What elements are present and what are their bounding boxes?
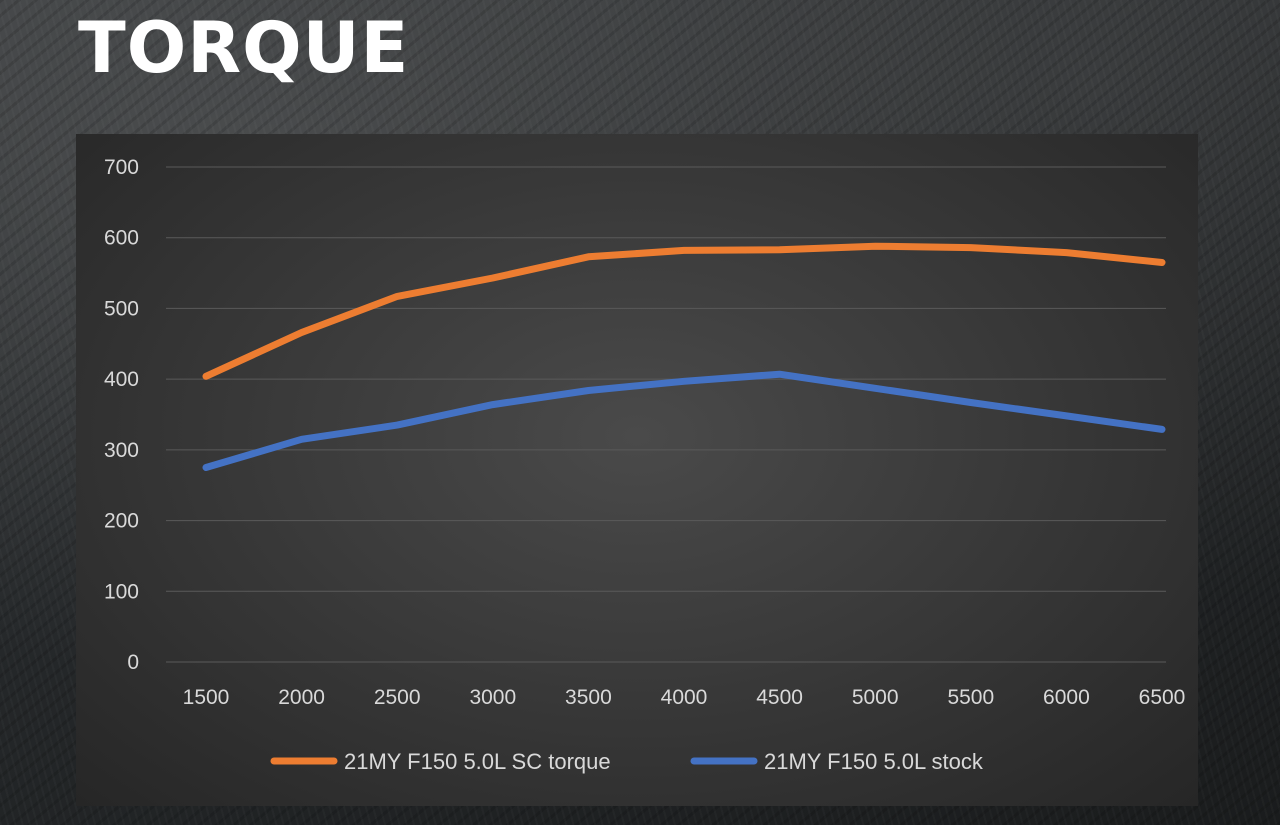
- data-point-1-1: [301, 438, 303, 440]
- chart-panel: 0 100 200 300 400 500 600 700 1500 2000 2500 3000 35…: [76, 134, 1198, 806]
- data-point-0-3: [492, 277, 494, 279]
- y-tick-label-500: 500: [104, 297, 139, 320]
- y-tick-label-0: 0: [127, 651, 139, 674]
- y-tick-label-300: 300: [104, 439, 139, 462]
- x-tick-label-5500: 5500: [947, 686, 994, 709]
- x-tick-label-1500: 1500: [183, 686, 230, 709]
- data-point-0-10: [1161, 261, 1163, 263]
- y-tick-label-400: 400: [104, 368, 139, 391]
- x-tick-label-3500: 3500: [565, 686, 612, 709]
- data-point-0-5: [683, 249, 685, 251]
- x-tick-label-3000: 3000: [469, 686, 516, 709]
- legend-label-0: 21MY F150 5.0L SC torque: [344, 749, 611, 774]
- data-point-0-2: [396, 295, 398, 297]
- data-point-1-5: [683, 380, 685, 382]
- data-point-1-0: [205, 467, 207, 469]
- x-tick-label-6500: 6500: [1139, 686, 1186, 709]
- data-point-1-7: [874, 387, 876, 389]
- legend-label-1: 21MY F150 5.0L stock: [764, 749, 984, 774]
- data-point-0-1: [301, 331, 303, 333]
- data-point-0-0: [205, 375, 207, 377]
- series-line-1: [202, 370, 1166, 471]
- data-point-0-4: [587, 256, 589, 258]
- series-line-0: [202, 242, 1166, 380]
- data-point-1-2: [396, 424, 398, 426]
- data-point-0-6: [779, 249, 781, 251]
- data-point-1-3: [492, 404, 494, 406]
- data-point-1-10: [1161, 428, 1163, 430]
- x-tick-label-4500: 4500: [756, 686, 803, 709]
- x-tick-label-6000: 6000: [1043, 686, 1090, 709]
- x-tick-label-2500: 2500: [374, 686, 421, 709]
- data-point-0-9: [1065, 252, 1067, 254]
- page-title: TORQUE: [78, 7, 410, 89]
- x-tick-label-5000: 5000: [852, 686, 899, 709]
- data-point-1-8: [970, 401, 972, 403]
- y-tick-label-200: 200: [104, 510, 139, 533]
- data-point-1-9: [1065, 415, 1067, 417]
- torque-line-chart: 0 100 200 300 400 500 600 700 1500 2000 2500 3000 35…: [104, 156, 1186, 774]
- y-tick-label-600: 600: [104, 227, 139, 250]
- x-tick-label-4000: 4000: [661, 686, 708, 709]
- x-tick-label-2000: 2000: [278, 686, 325, 709]
- data-point-1-4: [587, 389, 589, 391]
- data-point-1-6: [779, 373, 781, 375]
- y-tick-label-700: 700: [104, 156, 139, 179]
- data-point-0-7: [874, 245, 876, 247]
- y-tick-label-100: 100: [104, 580, 139, 603]
- data-point-0-8: [970, 247, 972, 249]
